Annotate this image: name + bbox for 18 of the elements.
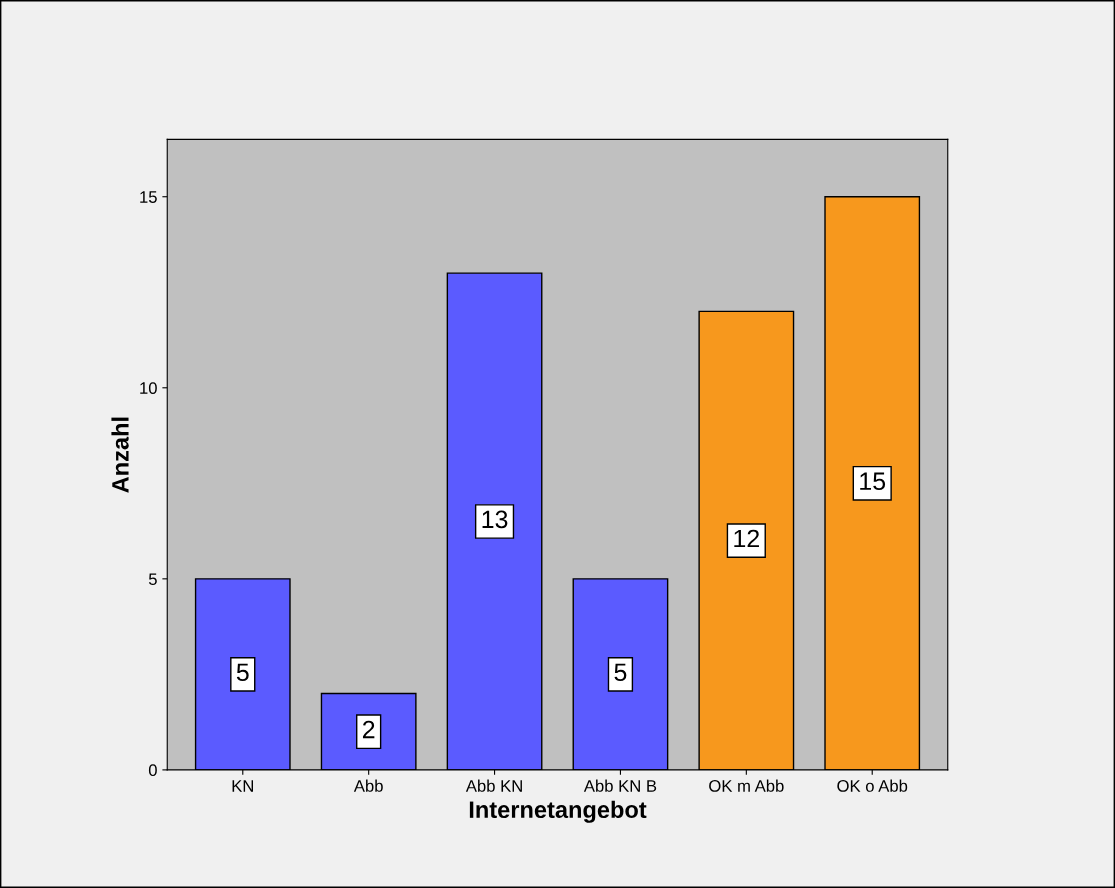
y-tick-label: 0: [148, 764, 157, 777]
x-tick-label: Abb: [353, 779, 383, 792]
x-axis-title: Internetangebot: [469, 800, 647, 823]
data-label: 15: [860, 472, 886, 491]
x-tick-label: Abb KN B: [583, 779, 657, 792]
y-tick-label: 15: [140, 191, 157, 203]
data-label: 13: [482, 510, 508, 529]
data-label: 5: [236, 663, 249, 682]
x-tick-label: OK m Abb: [709, 779, 784, 792]
y-axis-title: Anzahl: [111, 417, 129, 493]
data-label: 5: [614, 663, 627, 682]
x-tick-label: OK o Abb: [837, 779, 908, 792]
data-label: 12: [734, 529, 759, 548]
x-tick-label: Abb KN: [465, 779, 522, 792]
y-tick-label: 10: [140, 382, 157, 394]
x-tick-label: KN: [232, 780, 253, 792]
y-tick-label: 5: [148, 573, 157, 586]
data-label: 2: [362, 720, 375, 739]
